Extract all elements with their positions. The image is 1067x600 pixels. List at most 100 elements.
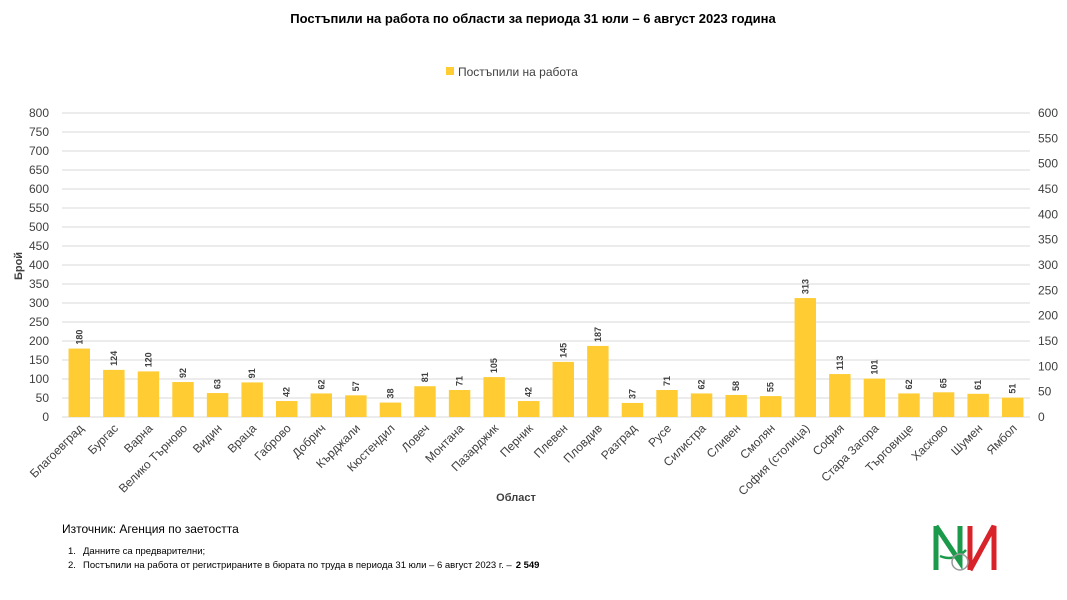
bar [794,298,817,417]
category-label: Русе [645,421,674,450]
secondary-y-axis-ticks: 0 50 100 150 200 250 300 350 400 450 500 550 600 [1038,106,1058,424]
bar [759,396,782,417]
data-label: 71 [662,376,672,386]
bar [690,393,713,417]
data-label: 71 [455,376,465,386]
data-label: 62 [697,379,707,389]
bar [137,371,160,417]
y2-tick-label: 50 [1038,385,1052,399]
data-label: 55 [766,382,776,392]
footnote-2: 2. Постъпили на работа от регистрираните … [68,560,540,571]
y-tick-label: 450 [29,239,49,253]
y2-tick-label: 350 [1038,233,1058,247]
bar [103,369,125,417]
y-tick-label: 650 [29,163,49,177]
data-label: 124 [109,351,119,366]
data-label: 62 [904,379,914,389]
data-label: 105 [489,358,499,373]
footnote-1: 1. Данните са предварителни; [68,546,206,557]
source-note: Източник: Агенция по заетостта [62,522,239,536]
data-label: 313 [800,279,810,294]
legend-label: Постъпили на работа [458,65,578,79]
data-label: 51 [1008,384,1018,394]
legend-swatch [446,67,454,75]
category-label: Сливен [704,421,744,461]
bar [656,390,678,417]
y2-tick-label: 600 [1038,106,1058,120]
bar [725,394,747,417]
x-axis-title: Област [496,492,536,504]
category-label: Пловдив [561,421,605,465]
y2-tick-label: 250 [1038,283,1058,297]
y-tick-label: 500 [29,220,49,234]
category-label: Габрово [252,421,294,463]
bar [310,393,333,417]
bar [275,401,298,417]
y-axis-ticks: 0 50 100 150 200 250 300 350 400 450 500 550 600 650 7… [29,106,49,424]
bar-chart: Постъпили на работа по области за период… [13,11,1058,504]
data-label: 57 [351,381,361,391]
bar [621,402,644,417]
bar [379,402,402,417]
bar [241,382,263,417]
bar [483,377,505,417]
y-tick-label: 600 [29,182,49,196]
y2-tick-label: 0 [1038,410,1045,424]
chart-title: Постъпили на работа по области за период… [290,11,776,26]
data-label: 58 [731,381,741,391]
bar [448,390,471,417]
bar [552,361,575,417]
y2-tick-label: 500 [1038,157,1058,171]
y-tick-label: 250 [29,315,49,329]
y-tick-label: 300 [29,296,49,310]
y2-tick-label: 100 [1038,359,1058,373]
y-tick-label: 0 [42,410,49,424]
nsi-logo-icon [933,524,997,572]
category-label: Разград [598,421,639,462]
data-label: 61 [973,380,983,390]
y-tick-label: 350 [29,277,49,291]
bar [517,401,540,417]
category-label: Видин [190,421,225,456]
data-label: 187 [593,327,603,342]
bar [414,386,436,417]
footnotes: 1. Данните са предварителни; 2. Постъпили … [68,545,539,573]
y-tick-label: 50 [36,391,50,405]
data-label: 38 [385,389,395,399]
y-axis-title: Брой [13,252,25,280]
data-label: 42 [282,387,292,397]
y-tick-label: 200 [29,334,49,348]
data-label: 37 [627,389,637,399]
legend: Постъпили на работа [446,65,578,79]
y-tick-label: 700 [29,144,49,158]
y2-tick-label: 150 [1038,334,1058,348]
data-label: 92 [178,368,188,378]
bar [587,345,609,417]
bar [967,393,989,417]
data-label: 42 [524,387,534,397]
y2-tick-label: 450 [1038,182,1058,196]
data-label: 91 [247,368,257,378]
category-label: Благоевград [27,421,86,480]
data-label: 113 [835,356,845,371]
bar [206,393,229,417]
bar [863,378,886,417]
y-tick-label: 100 [29,372,49,386]
category-label: Перник [497,421,536,460]
data-label: 101 [869,360,879,375]
data-label: 63 [213,379,223,389]
bar [172,382,194,417]
total-value: 2 549 [515,560,540,571]
y-tick-label: 800 [29,106,49,120]
data-label: 120 [143,352,153,367]
data-label: 62 [316,379,326,389]
category-label: Ямбол [984,421,1020,457]
y-tick-label: 750 [29,125,49,139]
y2-tick-label: 400 [1038,207,1058,221]
data-label: 65 [939,378,949,388]
data-label: 145 [558,343,568,358]
bar [932,392,955,417]
y2-tick-label: 200 [1038,309,1058,323]
bar [898,393,920,417]
